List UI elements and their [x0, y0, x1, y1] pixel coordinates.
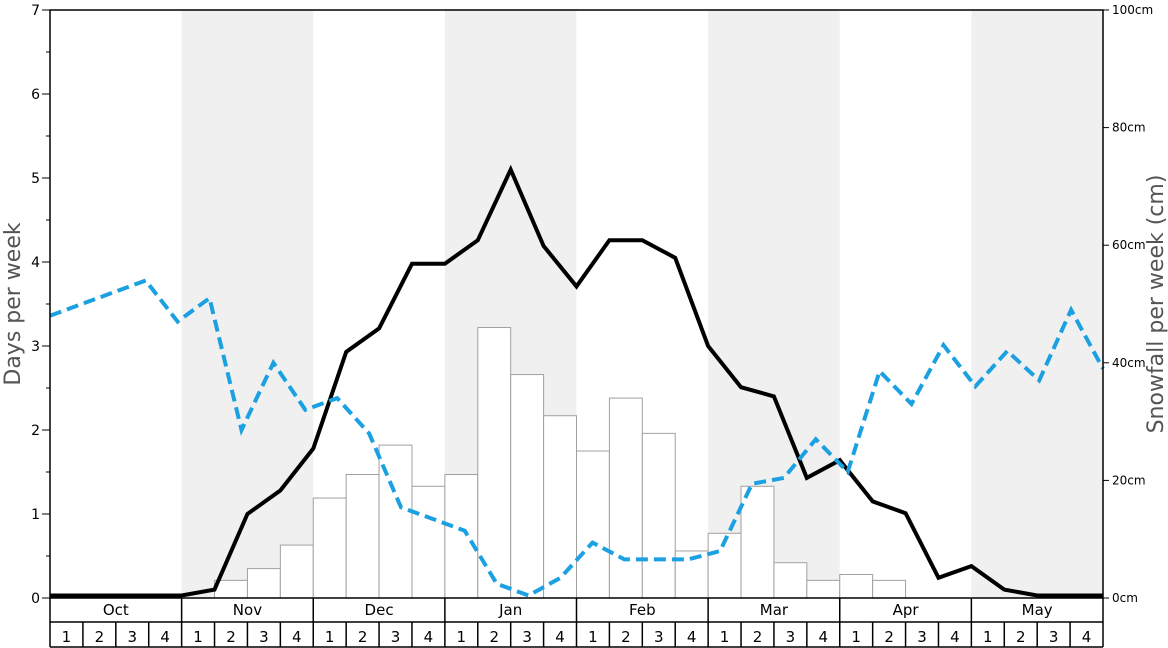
week-label: 3: [127, 628, 137, 646]
week-label: 2: [753, 628, 763, 646]
month-label: Oct: [103, 601, 129, 619]
month-label: May: [1022, 601, 1053, 619]
week-label: 1: [588, 628, 598, 646]
left-tick-label: 4: [31, 255, 40, 271]
right-tick-label: 40cm: [1112, 356, 1146, 370]
snowfall-bar: [543, 415, 577, 599]
left-tick-label: 6: [31, 87, 40, 103]
snowfall-bar: [608, 397, 643, 599]
week-label: 1: [851, 628, 861, 646]
week-label: 2: [621, 628, 631, 646]
month-label: Apr: [893, 601, 920, 619]
snowfall-bar: [411, 485, 446, 599]
week-label: 4: [819, 628, 829, 646]
right-tick-label: 60cm: [1112, 238, 1146, 252]
left-axis-title: Days per week: [1, 222, 26, 385]
right-tick-label: 20cm: [1112, 473, 1146, 487]
solid-line-series: [50, 164, 1103, 598]
snowfall-bar: [279, 544, 314, 599]
snowfall-bar: [345, 474, 380, 599]
snowfall-bar: [510, 374, 545, 599]
month-label: Mar: [760, 601, 789, 619]
snowfall-bar: [872, 579, 907, 599]
snowfall-bar: [773, 562, 808, 599]
left-tick-label: 2: [31, 423, 40, 439]
dashed-line-series: [49, 278, 1105, 598]
week-label: 1: [62, 628, 72, 646]
week-label: 3: [391, 628, 401, 646]
month-shading: [181, 10, 1103, 598]
left-tick-label: 7: [31, 3, 40, 19]
week-label: 2: [1016, 628, 1026, 646]
right-tick-label: 0cm: [1112, 591, 1138, 605]
week-label: 2: [489, 628, 499, 646]
month-label: Feb: [629, 601, 656, 619]
week-label: 2: [358, 628, 368, 646]
week-label: 3: [522, 628, 532, 646]
shade-band-may: [971, 10, 1103, 598]
snowfall-bar: [641, 432, 676, 599]
week-label: 3: [1049, 628, 1059, 646]
right-axis: 0cm 20cm 40cm 60cm 80cm 100cm: [1103, 3, 1153, 605]
day-lines: [49, 164, 1105, 598]
week-label: 1: [325, 628, 335, 646]
month-label: Dec: [365, 601, 394, 619]
month-label: Jan: [498, 601, 522, 619]
week-label: 1: [457, 628, 467, 646]
week-label: 2: [884, 628, 894, 646]
left-tick-label: 1: [31, 507, 40, 523]
week-label: 2: [95, 628, 105, 646]
week-label: 1: [193, 628, 203, 646]
week-label: 4: [687, 628, 697, 646]
week-label: 3: [654, 628, 664, 646]
week-label: 4: [160, 628, 170, 646]
week-label: 4: [292, 628, 302, 646]
snowfall-bar: [246, 568, 281, 599]
week-label: 1: [983, 628, 993, 646]
snowfall-bar: [444, 474, 479, 599]
left-tick-label: 3: [31, 339, 40, 355]
week-label: 4: [950, 628, 960, 646]
week-label: 4: [555, 628, 565, 646]
week-label: 1: [720, 628, 730, 646]
right-tick-label: 100cm: [1112, 3, 1153, 17]
snowfall-bar: [806, 579, 841, 599]
right-axis-title: Snowfall per week (cm): [1144, 175, 1168, 434]
month-label: Nov: [233, 601, 262, 619]
left-tick-label: 5: [31, 171, 40, 187]
left-tick-label: 0: [31, 591, 40, 607]
right-tick-label: 80cm: [1112, 121, 1146, 135]
snowfall-bar: [839, 573, 874, 599]
left-axis: 0 1 2 3 4 5 6 7: [31, 3, 50, 607]
week-label: 3: [786, 628, 796, 646]
week-label: 2: [226, 628, 236, 646]
snowfall-bar: [312, 497, 347, 599]
week-label: 4: [424, 628, 434, 646]
week-label: 4: [1082, 628, 1092, 646]
x-axis: Oct 1 2 3 4 Nov 1 2 3 4 Dec 1 2 3 4 Jan 1 2 3 4 Feb 1 2 3 4 Mar 1 2…: [49, 598, 1104, 648]
week-label: 3: [259, 628, 269, 646]
snowfall-bars: [214, 327, 907, 599]
snowfall-bar: [477, 327, 512, 599]
week-label: 3: [917, 628, 927, 646]
snowfall-bar: [740, 485, 775, 599]
snowfall-bar: [576, 450, 610, 599]
